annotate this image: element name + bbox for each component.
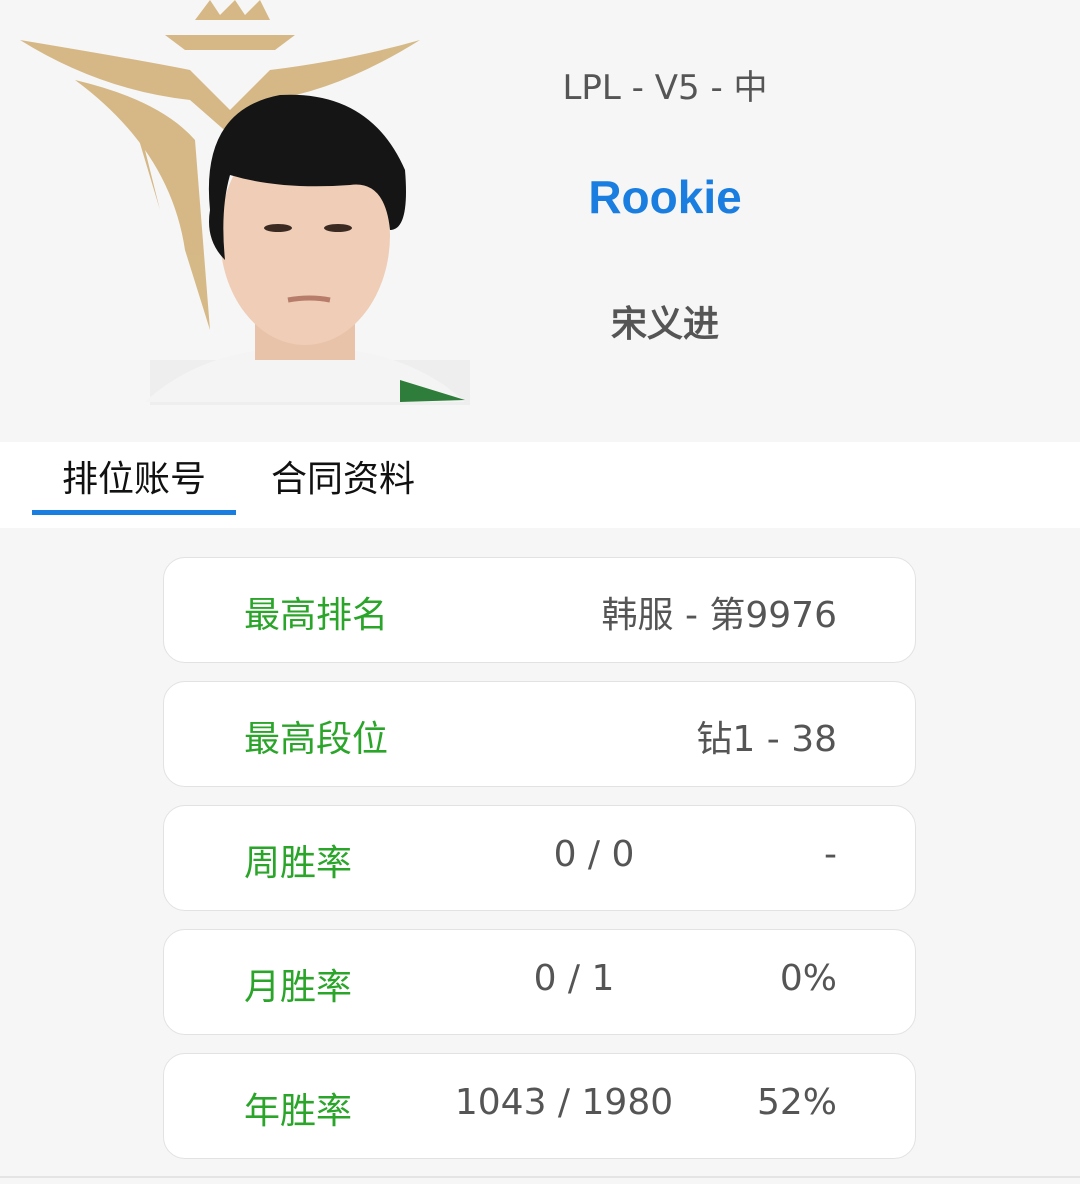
tab-ranked-accounts[interactable]: 排位账号: [31, 456, 237, 515]
team-logo-icon: [20, 0, 420, 330]
tab-bar: 排位账号 合同资料: [0, 442, 1080, 528]
stat-value: 钻1 - 38: [696, 719, 837, 760]
stat-label: 年胜率: [244, 1091, 353, 1132]
divider: [0, 1176, 1080, 1178]
stat-card-highest-rank: 最高排名 韩服 - 第9976: [163, 557, 916, 663]
stat-record: 0 / 1: [533, 958, 615, 999]
stat-label: 周胜率: [244, 843, 353, 884]
player-photo: [20, 0, 470, 405]
player-team-role: LPL - V5 - 中: [562, 68, 768, 108]
stat-card-highest-tier: 最高段位 钻1 - 38: [163, 681, 916, 787]
player-name: Rookie: [588, 171, 742, 223]
stat-card-monthly-winrate: 月胜率 0 / 1 0%: [163, 929, 916, 1035]
player-real-name: 宋义进: [610, 304, 719, 345]
stat-record: 0 / 0: [553, 834, 635, 875]
stat-card-yearly-winrate: 年胜率 1043 / 1980 52%: [163, 1053, 916, 1159]
stat-value: -: [824, 834, 837, 875]
stat-value: 0%: [779, 958, 837, 999]
player-header: LPL - V5 - 中 Rookie 宋义进: [0, 0, 1080, 442]
stat-label: 最高段位: [244, 719, 389, 760]
stat-value: 韩服 - 第9976: [601, 595, 838, 636]
stat-value: 52%: [756, 1082, 837, 1123]
stat-record: 1043 / 1980: [454, 1082, 674, 1123]
stat-label: 最高排名: [244, 595, 389, 636]
tab-contract-info[interactable]: 合同资料: [271, 459, 416, 500]
stat-label: 月胜率: [244, 967, 353, 1008]
stat-card-weekly-winrate: 周胜率 0 / 0 -: [163, 805, 916, 911]
